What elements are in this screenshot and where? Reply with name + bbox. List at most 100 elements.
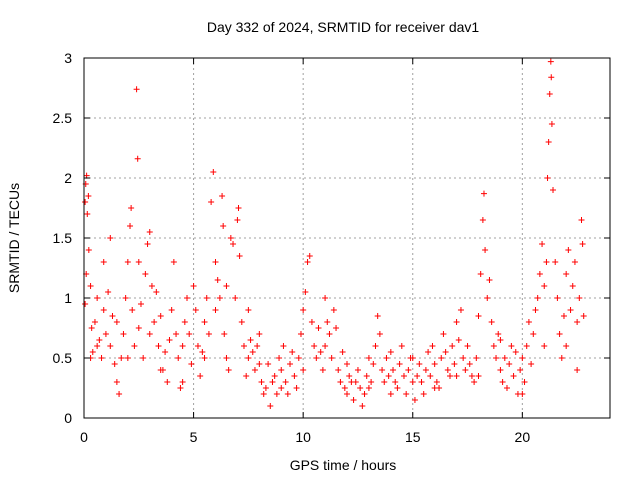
data-point [539, 241, 546, 247]
data-point [133, 86, 140, 93]
data-point [282, 379, 289, 385]
data-point [503, 385, 510, 391]
data-point [164, 379, 171, 385]
data-point [137, 301, 144, 307]
data-point [157, 367, 164, 373]
data-point [466, 361, 473, 367]
data-point [558, 355, 565, 361]
data-point [403, 391, 410, 397]
data-point [532, 307, 539, 313]
data-point [120, 331, 127, 337]
data-point [468, 373, 475, 379]
data-point [447, 373, 454, 379]
data-point [135, 259, 142, 265]
data-point [220, 223, 227, 229]
data-point [199, 349, 206, 355]
data-point [525, 319, 532, 325]
data-point [113, 319, 120, 325]
data-point [192, 307, 199, 313]
data-point [287, 361, 294, 367]
data-point [578, 217, 585, 223]
data-point [341, 385, 348, 391]
data-point [214, 277, 221, 283]
data-point [249, 349, 256, 355]
data-point [308, 319, 315, 325]
data-point [175, 355, 182, 361]
data-point [563, 271, 570, 277]
data-point [289, 349, 296, 355]
data-point [89, 349, 96, 355]
data-point [109, 313, 116, 319]
data-point [339, 349, 346, 355]
data-point [409, 355, 416, 361]
data-point [221, 331, 228, 337]
data-point [265, 361, 272, 367]
data-point [245, 307, 252, 313]
data-point [311, 343, 318, 349]
data-point [475, 313, 482, 319]
data-point [372, 343, 379, 349]
data-point [462, 367, 469, 373]
data-point [238, 319, 245, 325]
data-point [569, 283, 576, 289]
data-point [128, 205, 135, 211]
data-point [129, 307, 136, 313]
data-point [352, 379, 359, 385]
data-point [91, 319, 98, 325]
data-point [521, 379, 528, 385]
data-point [188, 361, 195, 367]
data-point [486, 277, 493, 283]
data-point [471, 379, 478, 385]
data-point [484, 295, 491, 301]
data-point [262, 385, 269, 391]
data-point [357, 385, 364, 391]
data-point [223, 283, 230, 289]
data-point [571, 259, 578, 265]
data-point [429, 343, 436, 349]
data-point [302, 289, 309, 295]
data-point [488, 319, 495, 325]
data-point [144, 241, 151, 247]
data-point [534, 295, 541, 301]
data-point [416, 361, 423, 367]
data-point [166, 337, 173, 343]
data-point [134, 155, 141, 162]
data-point [82, 301, 89, 307]
data-point [254, 343, 261, 349]
data-point [100, 307, 107, 313]
y-tick-label: 1 [64, 290, 72, 306]
data-point [455, 337, 462, 343]
data-point [135, 325, 142, 331]
data-point [453, 319, 460, 325]
data-point [354, 367, 361, 373]
data-point [243, 373, 250, 379]
data-point [501, 355, 508, 361]
data-point [451, 361, 458, 367]
data-point [390, 367, 397, 373]
y-tick-label: 2 [64, 170, 72, 186]
chart-title: Day 332 of 2024, SRMTID for receiver dav… [207, 19, 480, 35]
data-point [337, 379, 344, 385]
data-point [124, 355, 131, 361]
data-point [567, 307, 574, 313]
x-tick-label: 20 [515, 429, 531, 445]
data-point [548, 121, 555, 127]
data-point [313, 355, 320, 361]
data-point [418, 379, 425, 385]
data-point [519, 391, 526, 397]
data-point [512, 349, 519, 355]
data-point [94, 343, 101, 349]
data-point [210, 169, 217, 175]
data-point [420, 391, 427, 397]
y-tick-label: 3 [64, 50, 72, 66]
data-point [260, 391, 267, 397]
data-point [151, 319, 158, 325]
data-point [556, 331, 563, 337]
data-point [190, 283, 197, 289]
data-point [148, 283, 155, 289]
data-point [319, 367, 326, 373]
data-point [344, 391, 350, 397]
data-point [444, 367, 451, 373]
x-tick-label: 0 [80, 429, 88, 445]
data-point [546, 91, 553, 97]
